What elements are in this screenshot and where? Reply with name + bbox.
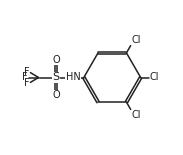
Text: O: O — [52, 90, 60, 100]
Text: F: F — [24, 67, 29, 77]
Text: S: S — [53, 73, 60, 82]
Text: O: O — [52, 55, 60, 65]
Text: Cl: Cl — [150, 73, 159, 82]
Text: HN: HN — [66, 73, 81, 82]
Text: F: F — [22, 73, 28, 82]
Text: Cl: Cl — [131, 110, 141, 120]
Text: F: F — [24, 78, 29, 88]
Text: Cl: Cl — [131, 35, 141, 45]
